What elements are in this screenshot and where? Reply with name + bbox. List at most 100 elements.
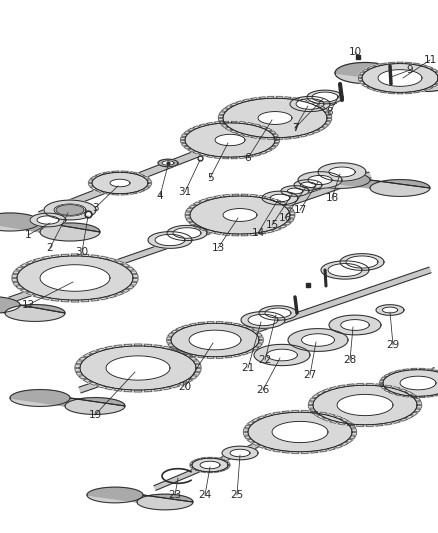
Polygon shape [185, 212, 191, 214]
Polygon shape [351, 429, 357, 432]
Polygon shape [219, 122, 225, 124]
Text: 13: 13 [212, 243, 225, 253]
Polygon shape [16, 286, 23, 289]
Polygon shape [268, 138, 274, 140]
Polygon shape [417, 402, 422, 405]
Polygon shape [244, 410, 357, 454]
Polygon shape [99, 256, 108, 259]
Polygon shape [223, 121, 229, 123]
Polygon shape [317, 415, 324, 418]
Polygon shape [33, 258, 42, 261]
Polygon shape [252, 330, 259, 333]
Polygon shape [301, 410, 308, 413]
Polygon shape [95, 190, 102, 192]
Polygon shape [296, 99, 324, 109]
Polygon shape [199, 154, 206, 156]
Polygon shape [397, 92, 403, 94]
Polygon shape [193, 126, 200, 128]
Polygon shape [198, 322, 205, 325]
Text: 31: 31 [178, 187, 192, 197]
Polygon shape [282, 411, 290, 413]
Polygon shape [207, 357, 214, 358]
Polygon shape [300, 134, 307, 137]
Polygon shape [341, 418, 348, 422]
Polygon shape [406, 392, 413, 394]
Polygon shape [358, 78, 363, 81]
Polygon shape [301, 451, 308, 454]
Polygon shape [399, 418, 407, 421]
Polygon shape [215, 134, 245, 146]
Polygon shape [171, 347, 178, 350]
Text: 20: 20 [178, 382, 191, 392]
Polygon shape [44, 200, 96, 220]
Polygon shape [225, 127, 232, 130]
Polygon shape [0, 296, 65, 313]
Polygon shape [206, 230, 214, 233]
Text: 27: 27 [304, 370, 317, 380]
Polygon shape [225, 106, 232, 109]
Polygon shape [214, 457, 219, 459]
Polygon shape [240, 352, 248, 355]
Polygon shape [321, 261, 369, 279]
Polygon shape [241, 312, 285, 328]
Polygon shape [267, 349, 297, 361]
Polygon shape [279, 225, 287, 228]
Polygon shape [108, 258, 117, 261]
Polygon shape [180, 121, 279, 159]
Polygon shape [184, 131, 191, 134]
Polygon shape [427, 369, 434, 371]
Text: 11: 11 [424, 55, 437, 65]
Polygon shape [284, 137, 291, 139]
Polygon shape [426, 67, 433, 69]
Polygon shape [199, 124, 206, 127]
Polygon shape [214, 196, 222, 198]
Polygon shape [39, 96, 336, 218]
Polygon shape [236, 101, 244, 104]
Polygon shape [426, 87, 433, 90]
Polygon shape [360, 72, 365, 75]
Polygon shape [79, 357, 86, 360]
Polygon shape [195, 368, 201, 372]
Polygon shape [307, 132, 314, 135]
Polygon shape [0, 305, 65, 321]
Polygon shape [294, 180, 322, 190]
Polygon shape [330, 386, 338, 390]
Polygon shape [346, 256, 378, 268]
Polygon shape [154, 389, 162, 391]
Polygon shape [200, 461, 220, 469]
Polygon shape [231, 157, 237, 159]
Polygon shape [379, 368, 438, 398]
Polygon shape [292, 136, 300, 139]
Polygon shape [273, 199, 281, 203]
Polygon shape [384, 385, 392, 387]
Polygon shape [168, 344, 174, 346]
Polygon shape [281, 185, 309, 196]
Polygon shape [335, 416, 343, 419]
Polygon shape [273, 228, 281, 231]
Polygon shape [176, 350, 183, 353]
Text: 7: 7 [292, 123, 298, 133]
Polygon shape [227, 465, 230, 467]
Polygon shape [144, 390, 152, 392]
Polygon shape [186, 219, 193, 222]
Polygon shape [12, 254, 138, 302]
Text: 7: 7 [292, 123, 298, 133]
Polygon shape [252, 418, 259, 422]
Polygon shape [384, 374, 390, 377]
Polygon shape [189, 205, 196, 208]
Polygon shape [256, 334, 262, 336]
Polygon shape [414, 398, 420, 401]
Polygon shape [265, 448, 273, 450]
Polygon shape [358, 62, 438, 94]
Polygon shape [251, 98, 258, 100]
Polygon shape [87, 487, 193, 502]
Polygon shape [243, 134, 250, 137]
Polygon shape [360, 82, 365, 84]
Polygon shape [273, 143, 279, 146]
Polygon shape [244, 432, 249, 435]
Polygon shape [327, 448, 335, 450]
Polygon shape [313, 130, 320, 133]
Polygon shape [95, 174, 102, 176]
Polygon shape [158, 159, 178, 167]
Polygon shape [268, 96, 274, 99]
